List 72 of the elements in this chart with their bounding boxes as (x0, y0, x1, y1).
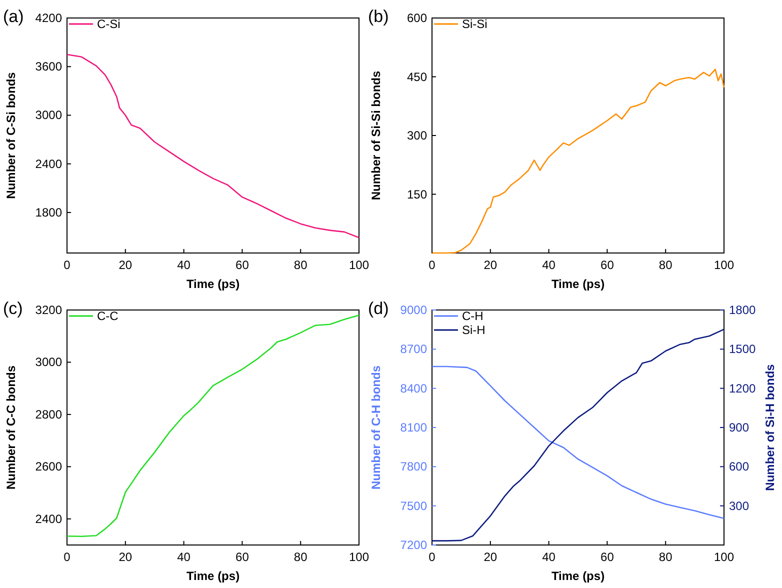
y-tick-label: 150 (406, 187, 428, 202)
legend-label: C-C (97, 309, 119, 323)
y2-tick-label: 600 (729, 460, 750, 474)
y-tick-label: 7800 (400, 460, 428, 474)
y-tick-label: 8700 (400, 342, 428, 356)
line-series (431, 68, 725, 254)
x-tick-label: 60 (236, 258, 250, 272)
line-series (431, 366, 725, 520)
x-tick-label: 80 (658, 550, 673, 564)
y2-axis-title: Number of Si-H bonds (763, 364, 777, 491)
y-tick-label: 7200 (400, 538, 428, 552)
y-tick-label: 3000 (35, 355, 62, 370)
y-tick-label: 450 (406, 70, 428, 84)
y-tick-label: 2600 (35, 460, 62, 474)
y-tick-label: 2800 (35, 407, 62, 422)
x-tick-label: 0 (64, 258, 71, 272)
y2-tick-label: 1200 (729, 381, 756, 396)
x-tick-label: 40 (542, 550, 556, 564)
text: (c) (3, 299, 23, 318)
x-tick-label: 40 (177, 550, 191, 564)
legend-label: Si-Si (462, 17, 488, 31)
y2-tick-label: 1500 (729, 342, 756, 356)
y-tick-label: 4200 (35, 11, 62, 25)
y-tick-label: 300 (406, 128, 428, 142)
y-tick-label: 600 (406, 11, 428, 25)
legend-label: Si-H (462, 323, 486, 337)
x-tick-label: 0 (428, 550, 436, 564)
y-tick-label: 8100 (400, 420, 428, 434)
y-tick-label: 2400 (35, 512, 62, 526)
x-tick-label: 100 (348, 258, 370, 272)
y-tick-label: 1800 (35, 205, 62, 220)
x-tick-label: 20 (118, 550, 132, 564)
x-tick-label: 20 (118, 258, 132, 272)
y-tick-label: 8400 (400, 381, 428, 396)
x-tick-label: 0 (64, 550, 71, 564)
y-tick-label: 9000 (400, 303, 428, 317)
x-tick-label: 100 (348, 550, 370, 564)
x-tick-label: 100 (714, 258, 734, 272)
y-tick-label: 3000 (35, 108, 62, 122)
y-axis-title: Number of C-H bonds (369, 365, 383, 490)
y-axis-title: Number of Si-Si bonds (369, 70, 383, 200)
x-tick-label: 100 (714, 550, 734, 564)
x-tick-label: 20 (484, 550, 498, 564)
x-tick-label: 40 (177, 258, 191, 272)
x-axis-title: Time (ps) (551, 277, 605, 291)
x-tick-label: 60 (600, 550, 614, 564)
text: (d) (368, 299, 389, 318)
text: (b) (368, 7, 389, 26)
x-tick-label: 20 (484, 258, 498, 272)
x-axis-title: Time (ps) (186, 569, 240, 583)
y-tick-label: 2400 (35, 156, 62, 171)
y-axis-title: Number of C-Si bonds (4, 72, 18, 199)
x-axis-title: Time (ps) (551, 569, 605, 583)
x-tick-label: 60 (236, 550, 250, 564)
x-tick-label: 0 (428, 258, 436, 272)
x-axis-title: Time (ps) (186, 277, 240, 291)
x-tick-label: 60 (600, 258, 614, 272)
line-series (66, 54, 360, 238)
y-tick-label: 3200 (35, 303, 62, 317)
y-axis-title: Number of C-C bonds (4, 365, 18, 490)
x-tick-label: 80 (658, 258, 673, 272)
legend-label: C-H (462, 309, 484, 323)
x-tick-label: 40 (542, 258, 556, 272)
y2-tick-label: 900 (729, 420, 750, 434)
y2-tick-label: 1800 (729, 303, 756, 317)
legend-label: C-Si (97, 17, 120, 31)
text: (a) (3, 7, 24, 26)
x-tick-label: 80 (294, 258, 308, 272)
y2-tick-label: 300 (729, 498, 750, 513)
y-tick-label: 7500 (400, 498, 428, 513)
x-tick-label: 80 (294, 550, 308, 564)
y-tick-label: 3600 (35, 60, 62, 74)
